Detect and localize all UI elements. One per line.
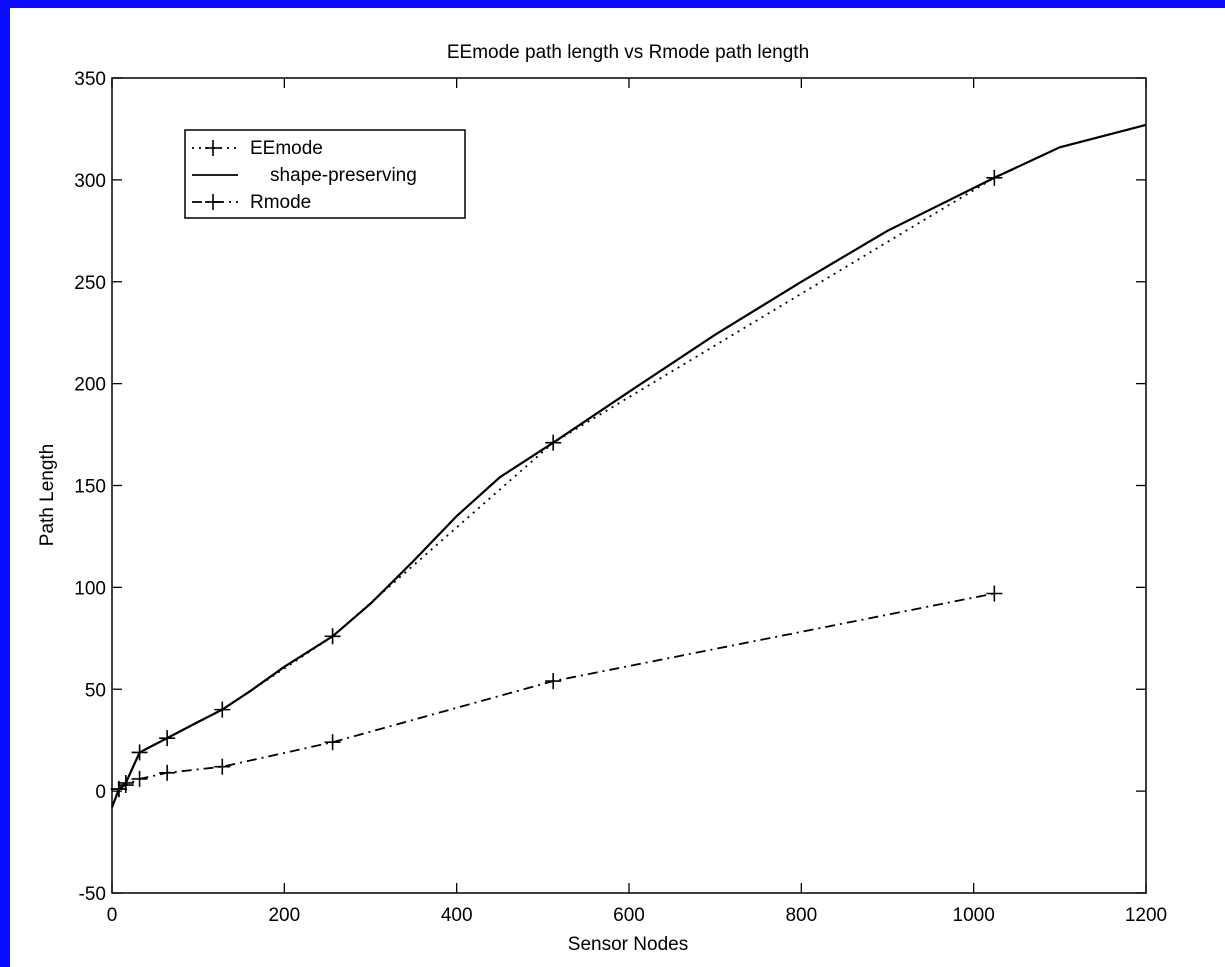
legend-label: EEmode bbox=[250, 138, 323, 159]
x-tick-label: 200 bbox=[268, 905, 300, 926]
frame-left-border bbox=[0, 0, 10, 967]
frame-top-border bbox=[0, 0, 1225, 8]
y-tick-label: 250 bbox=[74, 273, 106, 294]
y-tick-label: 0 bbox=[95, 782, 106, 803]
series-rmode bbox=[110, 585, 1003, 798]
y-axis-label: Path Length bbox=[37, 444, 58, 546]
y-tick-label: -50 bbox=[79, 884, 106, 905]
series-line bbox=[118, 177, 995, 790]
axis-ticks: 0 200 400 600 800 1000 1200-500501001502002503… bbox=[74, 69, 1167, 926]
y-tick-label: 150 bbox=[74, 477, 106, 498]
x-tick-label: 400 bbox=[441, 905, 473, 926]
x-tick-label: 1000 bbox=[953, 905, 995, 926]
data-series bbox=[110, 123, 1147, 808]
x-tick-label: 600 bbox=[613, 905, 645, 926]
series-eemode bbox=[110, 169, 1003, 798]
series-line bbox=[110, 123, 1147, 808]
y-tick-label: 50 bbox=[85, 680, 106, 701]
legend-box bbox=[184, 129, 466, 219]
legend: EEmode shape-preserving Rmode bbox=[184, 129, 466, 219]
chart-title: EEmode path length vs Rmode path length bbox=[447, 42, 809, 63]
x-tick-label: 1200 bbox=[1125, 905, 1167, 926]
y-tick-label: 100 bbox=[74, 578, 106, 599]
x-tick-label: 0 bbox=[107, 905, 118, 926]
y-tick-label: 350 bbox=[74, 69, 106, 90]
legend-label: Rmode bbox=[250, 192, 311, 213]
series-shape-preserving bbox=[110, 123, 1147, 808]
x-axis-label: Sensor Nodes bbox=[568, 934, 688, 955]
y-tick-label: 300 bbox=[74, 171, 106, 192]
legend-label: shape-preserving bbox=[270, 165, 417, 186]
x-tick-label: 800 bbox=[785, 905, 817, 926]
y-tick-label: 200 bbox=[74, 375, 106, 396]
